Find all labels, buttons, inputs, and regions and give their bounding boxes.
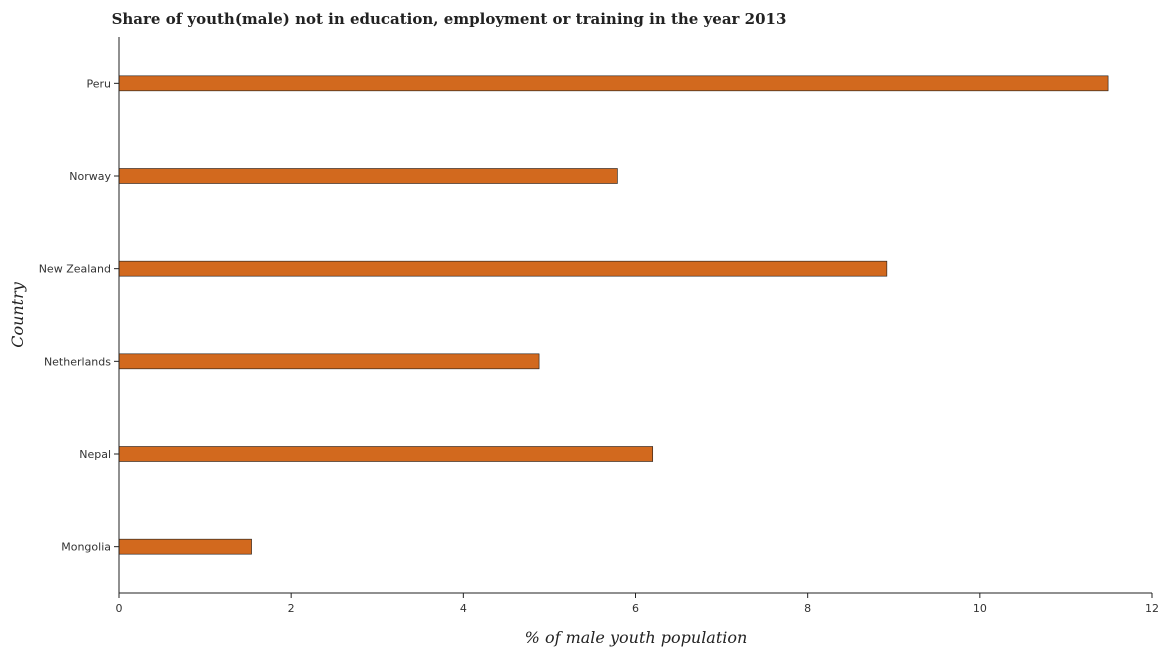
bar-new-zealand: [118, 260, 888, 277]
chart-title: Share of youth(male) not in education, e…: [112, 10, 787, 28]
y-tick-label: Mongolia: [61, 541, 111, 554]
bar-mongolia: [118, 538, 252, 555]
y-tick-label: Peru: [86, 77, 111, 90]
x-tick-label: 6: [632, 602, 639, 615]
bars-group: [118, 75, 1109, 555]
bar-norway: [118, 168, 618, 184]
x-tick-label: 8: [804, 602, 811, 615]
bar-nepal: [118, 446, 654, 462]
y-tick-label: Norway: [69, 170, 111, 183]
x-axis-label: % of male youth population: [525, 628, 748, 647]
x-tick-label: 10: [973, 602, 987, 615]
y-tick-label: Nepal: [79, 448, 111, 461]
x-tick-label: 2: [288, 602, 295, 615]
y-tick-label: New Zealand: [39, 263, 111, 276]
x-tick-label: 12: [1145, 602, 1159, 615]
bar-netherlands: [118, 353, 540, 370]
bar-peru: [118, 75, 1109, 92]
x-tick-label: 0: [116, 602, 123, 615]
x-axis: 0 2 4 6 8 10 12: [116, 592, 1159, 615]
y-axis: Mongolia Nepal Netherlands New Zealand Norwa…: [39, 37, 120, 593]
y-tick-label: Netherlands: [44, 355, 111, 368]
x-tick-label: 4: [460, 602, 467, 615]
y-axis-label: Country: [8, 281, 27, 348]
